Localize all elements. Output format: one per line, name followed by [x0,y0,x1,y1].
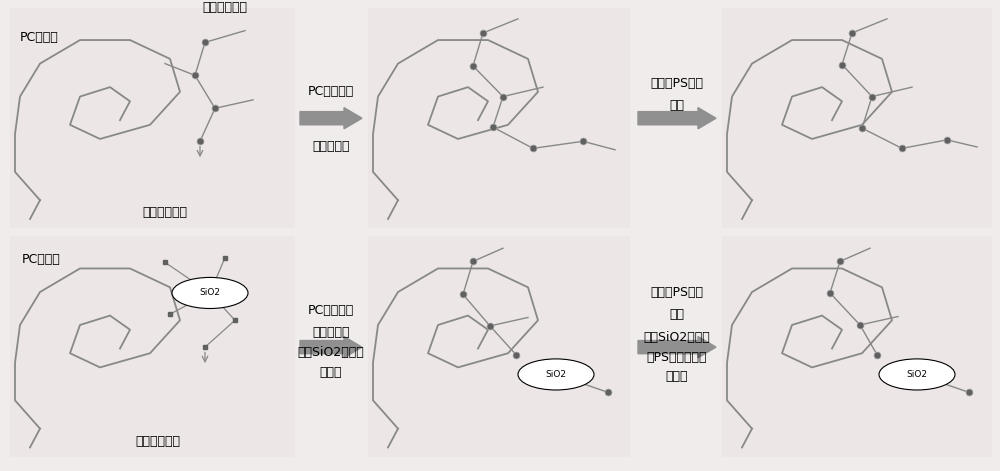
Text: 扩链剂分子链: 扩链剂分子链 [202,1,248,14]
FancyBboxPatch shape [368,236,630,457]
Text: 的PS分子链连接: 的PS分子链连接 [647,350,707,364]
FancyBboxPatch shape [722,236,992,457]
Ellipse shape [518,359,594,390]
Text: 扩链剂PS主链: 扩链剂PS主链 [650,286,704,300]
Text: PC分子链: PC分子链 [20,31,59,44]
FancyArrow shape [300,108,362,129]
Text: 扩链剂修补: 扩链剂修补 [312,139,350,153]
FancyArrow shape [638,336,716,358]
Text: 在一起: 在一起 [666,370,688,383]
FancyBboxPatch shape [722,8,992,228]
FancyBboxPatch shape [10,8,295,228]
Text: 联密度: 联密度 [320,365,342,379]
Text: 扩链剂PS主链: 扩链剂PS主链 [650,77,704,90]
Ellipse shape [172,277,248,309]
FancyArrow shape [638,108,716,129]
Text: SiO2: SiO2 [906,370,928,379]
Text: 噁唑啉官能团: 噁唑啉官能团 [136,435,180,448]
Ellipse shape [879,359,955,390]
Text: SiO2: SiO2 [200,288,221,298]
Text: SiO2: SiO2 [546,370,566,379]
Text: PC分子链: PC分子链 [22,253,61,267]
Text: PC高温断裂: PC高温断裂 [308,304,354,317]
FancyArrow shape [300,336,362,358]
Text: PC高温断裂: PC高温断裂 [308,85,354,98]
Text: 扩链剂修补: 扩链剂修补 [312,325,350,339]
Text: 降解: 降解 [670,99,684,113]
Text: 降解: 降解 [670,308,684,321]
Text: 纳米SiO2增加交: 纳米SiO2增加交 [298,346,364,359]
Text: 纳米SiO2将断裂: 纳米SiO2将断裂 [644,331,710,344]
FancyBboxPatch shape [368,8,630,228]
FancyBboxPatch shape [10,236,295,457]
Text: 噁唑啉官能团: 噁唑啉官能团 [143,206,188,219]
